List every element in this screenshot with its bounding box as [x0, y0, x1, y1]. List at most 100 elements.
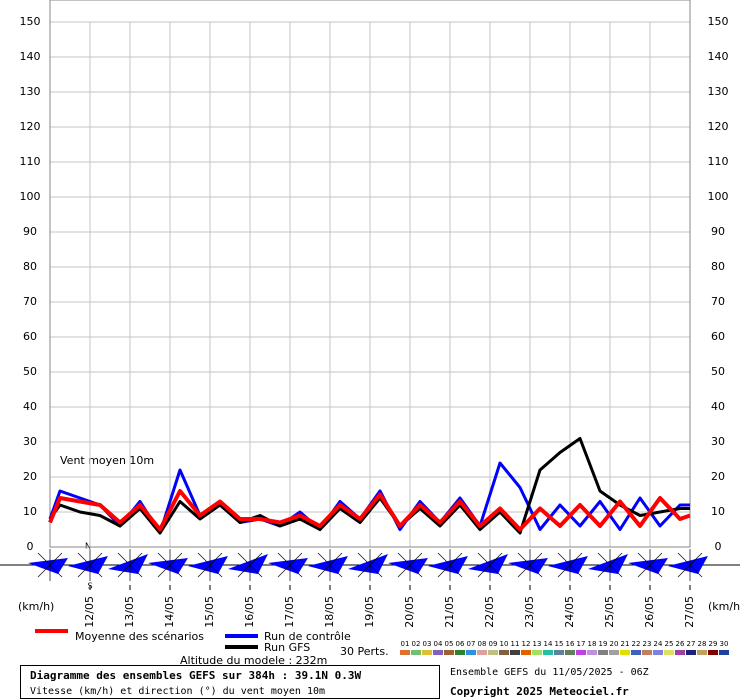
- member-swatch: [708, 650, 718, 655]
- member-label: 15: [555, 640, 564, 648]
- x-tick-label: 23/05: [523, 596, 536, 628]
- member-swatch: [400, 650, 410, 655]
- wind-rose: [677, 549, 703, 581]
- chart-title: Diagramme des ensembles GEFS sur 384h : …: [30, 669, 362, 682]
- legend-label: Run GFS: [264, 641, 310, 654]
- chart-subtitle: Vitesse (km/h) et direction (°) du vent …: [30, 686, 325, 697]
- member-label: 05: [445, 640, 454, 648]
- y-tick-label: 70: [23, 295, 37, 308]
- member-label: 19: [599, 640, 608, 648]
- member-swatch: [697, 650, 707, 655]
- wind-arrow: [28, 558, 68, 574]
- wind-arrow: [588, 554, 628, 574]
- member-swatch: [466, 650, 476, 655]
- member-label: 12: [522, 640, 531, 648]
- member-label: 20: [610, 640, 619, 648]
- member-swatch: [686, 650, 696, 655]
- y-tick-label: 90: [23, 225, 37, 238]
- member-label: 01: [401, 640, 410, 648]
- y-tick-label: 80: [711, 260, 725, 273]
- member-swatch: [675, 650, 685, 655]
- wind-rose: [517, 549, 543, 581]
- y-tick-label: 10: [23, 505, 37, 518]
- wind-rose: [117, 549, 143, 581]
- member-swatch: [576, 650, 586, 655]
- member-swatch: [554, 650, 564, 655]
- wind-rose: [397, 549, 423, 581]
- member-label: 17: [577, 640, 586, 648]
- wind-arrow: [508, 558, 548, 574]
- wind-arrow: [108, 554, 148, 574]
- member-swatch: [598, 650, 608, 655]
- wind-arrow: [548, 556, 588, 574]
- x-tick-label: 21/05: [443, 596, 456, 628]
- y-tick-label: 150: [20, 15, 41, 28]
- run-info: Ensemble GEFS du 11/05/2025 - 06Z: [450, 667, 649, 678]
- y-tick-label: 130: [708, 85, 729, 98]
- member-swatch: [642, 650, 652, 655]
- x-tick-label: 13/05: [123, 596, 136, 628]
- member-label: 26: [676, 640, 685, 648]
- member-swatch: [543, 650, 553, 655]
- wind-arrow: [308, 556, 348, 574]
- y-tick-label: 30: [711, 435, 725, 448]
- member-label: 16: [566, 640, 575, 648]
- wind-arrow: [68, 556, 108, 574]
- y-tick-label: 0: [715, 540, 722, 553]
- member-label: 09: [489, 640, 498, 648]
- y-tick-label: 120: [708, 120, 729, 133]
- y-tick-label: 90: [711, 225, 725, 238]
- member-label: 14: [544, 640, 553, 648]
- member-label: 29: [709, 640, 718, 648]
- member-swatch: [587, 650, 597, 655]
- member-label: 13: [533, 640, 542, 648]
- wind-rose: [157, 549, 183, 581]
- y-tick-label: 60: [711, 330, 725, 343]
- y-unit: (km/h): [708, 600, 740, 613]
- member-swatch: [653, 650, 663, 655]
- wind-arrow: [188, 556, 228, 574]
- x-tick-label: 22/05: [483, 596, 496, 628]
- member-swatch: [411, 650, 421, 655]
- member-swatch: [532, 650, 542, 655]
- wind-arrow: [668, 556, 708, 574]
- y-unit: (km/h): [18, 600, 54, 613]
- member-swatch: [664, 650, 674, 655]
- x-tick-label: 20/05: [403, 596, 416, 628]
- member-swatch: [620, 650, 630, 655]
- member-label: 25: [665, 640, 674, 648]
- member-label: 07: [467, 640, 476, 648]
- member-label: 23: [643, 640, 652, 648]
- x-tick-label: 25/05: [603, 596, 616, 628]
- member-label: 08: [478, 640, 487, 648]
- copyright: Copyright 2025 Meteociel.fr: [450, 685, 629, 698]
- member-swatch: [609, 650, 619, 655]
- altitude: Altitude du modele : 232m: [180, 654, 327, 667]
- y-tick-label: 100: [708, 190, 729, 203]
- compass-label: N: [85, 542, 91, 551]
- x-tick-label: 24/05: [563, 596, 576, 628]
- member-swatch: [455, 650, 465, 655]
- x-tick-label: 18/05: [323, 596, 336, 628]
- y-tick-label: 110: [708, 155, 729, 168]
- wind-rose: [237, 549, 263, 581]
- annotation: Vent moyen 10m: [60, 454, 154, 467]
- wind-rose: [597, 549, 623, 581]
- y-tick-label: 110: [20, 155, 41, 168]
- x-tick-label: 14/05: [163, 596, 176, 628]
- wind-rose: [37, 549, 63, 581]
- wind-rose: [637, 549, 663, 581]
- wind-rose: [277, 549, 303, 581]
- member-swatch: [499, 650, 509, 655]
- wind-rose: [357, 549, 383, 581]
- y-tick-label: 60: [23, 330, 37, 343]
- x-tick-label: 16/05: [243, 596, 256, 628]
- legend-label: Moyenne des scénarios: [75, 630, 204, 643]
- member-label: 24: [654, 640, 663, 648]
- member-swatch: [477, 650, 487, 655]
- wind-arrow: [388, 558, 428, 574]
- series-line: [48, 437, 690, 535]
- y-tick-label: 30: [23, 435, 37, 448]
- wind-rose: [557, 549, 583, 581]
- y-tick-label: 0: [27, 540, 34, 553]
